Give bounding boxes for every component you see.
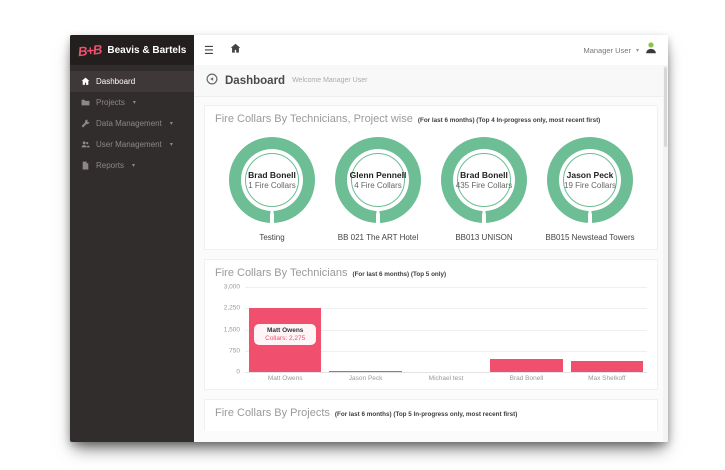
- bar-slot: [406, 287, 486, 372]
- y-tick-label: 0: [236, 368, 240, 376]
- card-projects-chart: Fire Collars By Projects (For last 6 mon…: [204, 399, 658, 431]
- donut-chart[interactable]: Jason Peck 19 Fire Collars BB015 Newstea…: [537, 137, 643, 242]
- brand-logo-icon: B+B: [77, 41, 103, 59]
- y-tick-label: 2,250: [223, 304, 240, 312]
- donut-value: 4 Fire Collars: [354, 181, 402, 190]
- sidebar-item-projects[interactable]: Projects ▾: [70, 92, 194, 113]
- sidebar-item-dashboard[interactable]: Dashboard: [70, 71, 194, 92]
- user-menu-label: Manager User: [583, 45, 631, 55]
- hamburger-icon[interactable]: ☰: [204, 44, 214, 57]
- brand-name: Beavis & Bartels: [107, 44, 187, 56]
- donut-technician-name: Jason Peck: [566, 170, 614, 180]
- dashboard-refresh-icon: [206, 72, 218, 90]
- chart-tooltip: Matt Owens Collars: 2,275: [253, 323, 318, 346]
- bar-slot: [486, 287, 566, 372]
- section-note: (For last 6 months) (Top 4 In-progress o…: [417, 117, 601, 124]
- donut-project-label: BB 021 The ART Hotel: [337, 233, 419, 242]
- bar[interactable]: [570, 360, 643, 372]
- file-icon: [80, 161, 90, 170]
- bar[interactable]: [329, 370, 402, 372]
- gridline: [245, 372, 647, 373]
- tooltip-value: Collars: 2,275: [265, 335, 306, 342]
- donut-ring: Brad Bonell 435 Fire Collars: [441, 137, 527, 223]
- x-tick-label: Jason Peck: [348, 375, 383, 382]
- bar-slot: [567, 287, 647, 372]
- page-subtitle: Welcome Manager User: [292, 77, 368, 84]
- x-tick-label: Max Shelkoff: [588, 375, 626, 382]
- sidebar-item-label: User Management: [96, 140, 162, 149]
- donut-project-label: Testing: [259, 233, 285, 242]
- donut-technician-name: Glenn Pennell: [349, 170, 407, 180]
- donut-value: 1 Fire Collars: [248, 181, 296, 190]
- user-menu[interactable]: Manager User ▾: [583, 41, 658, 60]
- donut-technician-name: Brad Bonell: [460, 170, 508, 180]
- donut-technician-name: Brad Bonell: [248, 170, 296, 180]
- sidebar-item-label: Dashboard: [96, 77, 136, 86]
- y-tick-label: 1,500: [223, 326, 240, 333]
- x-tick-label: Michael test: [428, 375, 464, 382]
- wrench-icon: [80, 119, 90, 128]
- chart-y-axis: 3,000 2,250 1,500 750 0: [215, 283, 245, 376]
- donut-ring: Glenn Pennell 4 Fire Collars: [335, 137, 421, 223]
- scrollbar[interactable]: [663, 65, 668, 442]
- gridline: [245, 350, 647, 352]
- bar[interactable]: [490, 359, 563, 372]
- donut-value: 435 Fire Collars: [455, 181, 513, 190]
- bar-chart: 3,000 2,250 1,500 750 0 Matt Owens Collars: 2…: [215, 283, 647, 376]
- section-note: (For last 6 months) (Top 5 only): [352, 271, 447, 278]
- section-title: Fire Collars By Technicians: [215, 267, 348, 279]
- topbar: ☰ Manager User ▾: [194, 35, 668, 65]
- sidebar-item-label: Data Management: [96, 119, 162, 128]
- home-icon: [80, 77, 90, 86]
- sidebar-item-label: Reports: [96, 161, 125, 170]
- caret-down-icon: ▾: [169, 142, 173, 148]
- card-technicians-chart: Fire Collars By Technicians (For last 6 …: [204, 259, 658, 390]
- chart-x-axis: Matt Owens Jason Peck Michael test Brad Bon…: [245, 375, 647, 382]
- caret-down-icon: ▾: [132, 100, 136, 106]
- bar-slot: [325, 287, 405, 372]
- sidebar-item-user-management[interactable]: User Management ▾: [70, 134, 194, 155]
- donut-project-label: BB013 UNISON: [455, 233, 513, 242]
- donut-chart[interactable]: Glenn Pennell 4 Fire Collars BB 021 The …: [325, 137, 431, 242]
- gridline: [245, 329, 647, 331]
- home-icon[interactable]: [230, 41, 241, 59]
- donut-ring: Brad Bonell 1 Fire Collars: [229, 137, 315, 223]
- brand[interactable]: B+B Beavis & Bartels: [70, 35, 194, 65]
- x-tick-label: Brad Bonell: [509, 375, 544, 382]
- caret-down-icon: ▾: [132, 163, 136, 169]
- sidebar-item-data-management[interactable]: Data Management ▾: [70, 113, 194, 134]
- folder-icon: [80, 98, 90, 107]
- x-tick-label: Matt Owens: [267, 375, 303, 382]
- sidebar: B+B Beavis & Bartels Dashboard Projects ▾ D…: [70, 35, 194, 442]
- content: Fire Collars By Technicians, Project wis…: [194, 97, 668, 442]
- app-window: B+B Beavis & Bartels Dashboard Projects ▾ D…: [70, 35, 668, 442]
- sidebar-item-label: Projects: [96, 98, 125, 107]
- donut-row: Brad Bonell 1 Fire Collars Testing Glenn…: [215, 137, 647, 242]
- user-avatar-icon: [644, 41, 658, 60]
- caret-down-icon: ▾: [169, 121, 173, 127]
- users-icon: [80, 140, 90, 149]
- section-title: Fire Collars By Projects: [215, 407, 330, 419]
- page-header: Dashboard Welcome Manager User: [194, 65, 668, 97]
- gridline: [245, 308, 647, 310]
- sidebar-menu: Dashboard Projects ▾ Data Management ▾ User M…: [70, 65, 194, 176]
- scrollbar-thumb[interactable]: [664, 67, 667, 147]
- donut-chart[interactable]: Brad Bonell 435 Fire Collars BB013 UNISO…: [431, 137, 537, 242]
- page-title: Dashboard: [225, 74, 286, 87]
- main-area: ☰ Manager User ▾: [194, 35, 668, 442]
- y-tick-label: 3,000: [223, 283, 240, 291]
- y-tick-label: 750: [229, 347, 240, 355]
- card-technicians-projectwise: Fire Collars By Technicians, Project wis…: [204, 105, 658, 250]
- tooltip-title: Matt Owens: [266, 327, 304, 334]
- donut-chart[interactable]: Brad Bonell 1 Fire Collars Testing: [219, 137, 325, 242]
- donut-ring: Jason Peck 19 Fire Collars: [547, 137, 633, 223]
- chart-plot: Matt Owens Collars: 2,275: [245, 287, 647, 373]
- chevron-down-icon: ▾: [635, 47, 639, 54]
- donut-project-label: BB015 Newstead Towers: [545, 233, 635, 242]
- section-note: (For last 6 months) (Top 5 In-progress o…: [334, 411, 518, 418]
- donut-value: 19 Fire Collars: [564, 181, 617, 190]
- gridline: [245, 287, 647, 288]
- sidebar-item-reports[interactable]: Reports ▾: [70, 155, 194, 176]
- section-title: Fire Collars By Technicians, Project wis…: [215, 113, 413, 125]
